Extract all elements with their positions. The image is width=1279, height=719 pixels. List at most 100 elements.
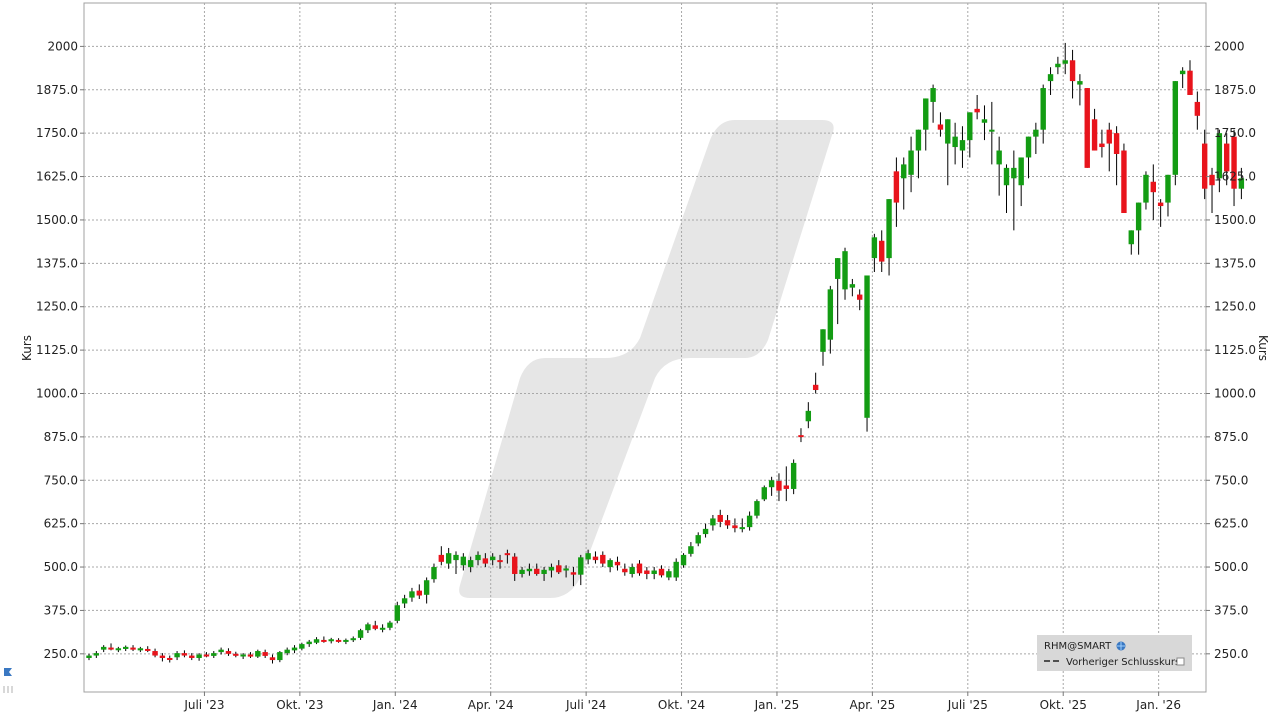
candle-body — [658, 568, 665, 576]
candle — [1238, 167, 1245, 200]
candle-body — [1018, 157, 1024, 186]
candle-body — [981, 119, 988, 123]
candle-body — [159, 655, 166, 658]
candle-body — [798, 435, 804, 438]
candle-body — [1084, 88, 1090, 168]
candle-body — [240, 654, 246, 657]
candles — [86, 42, 1245, 664]
candle — [849, 278, 856, 297]
candle-body — [629, 567, 635, 574]
y-tick-label-right: 1625.0 — [1214, 170, 1256, 184]
candle-body — [967, 112, 973, 141]
candle-body — [1121, 150, 1127, 213]
candle-body — [915, 129, 922, 151]
candle — [534, 563, 540, 576]
x-tick-label: Okt. '23 — [276, 698, 323, 712]
candle-body — [490, 556, 496, 561]
candle-body — [512, 556, 518, 574]
candle-body — [673, 561, 679, 578]
candle-body — [937, 124, 944, 130]
candle-body — [1003, 167, 1010, 186]
candle-body — [438, 554, 445, 562]
candle-body — [167, 657, 173, 660]
x-tick-label: Juli '25 — [947, 698, 988, 712]
candle — [1040, 84, 1046, 144]
candle — [1091, 108, 1098, 151]
x-tick-label: Okt. '25 — [1040, 698, 1087, 712]
candle-body — [688, 546, 694, 554]
candle — [401, 594, 408, 609]
candle — [842, 247, 848, 300]
candle-body — [350, 638, 356, 641]
candle — [585, 549, 591, 565]
candle — [482, 553, 489, 568]
candle — [512, 553, 518, 581]
candle-body — [739, 527, 745, 530]
candle — [1084, 88, 1090, 168]
candle — [394, 601, 400, 624]
candle — [1194, 91, 1201, 130]
candle — [644, 567, 650, 580]
candle — [746, 511, 753, 531]
bottom-left-tool-icon[interactable] — [3, 668, 13, 693]
candle — [952, 122, 958, 165]
candle-body — [636, 563, 643, 574]
checkbox-icon[interactable] — [1176, 657, 1185, 666]
y-tick-label-left: 500.0 — [44, 560, 78, 574]
candle — [996, 136, 1002, 196]
candle-body — [827, 289, 834, 340]
candle — [974, 94, 980, 120]
candle-body — [379, 627, 386, 630]
candle — [989, 101, 995, 165]
candle-body — [1150, 181, 1156, 193]
candle — [541, 567, 547, 581]
candle — [387, 620, 393, 631]
candle — [614, 556, 621, 571]
candle-body — [945, 119, 951, 144]
globe-icon[interactable] — [1116, 641, 1126, 651]
candle-body — [1033, 129, 1039, 137]
candle-body — [959, 140, 966, 151]
candle-body — [108, 647, 114, 650]
candle-body — [409, 591, 415, 598]
candle — [937, 112, 944, 137]
x-tick-label: Okt. '24 — [658, 698, 705, 712]
candle-body — [644, 570, 650, 574]
candle-body — [783, 485, 789, 489]
candle-body — [431, 567, 437, 580]
candle — [592, 551, 599, 564]
candle — [1128, 230, 1134, 255]
candle-body — [908, 150, 914, 175]
candle — [768, 476, 775, 496]
candle-body — [1025, 136, 1032, 158]
candle — [145, 646, 151, 653]
y-tick-label-right: 1125.0 — [1214, 343, 1256, 357]
candle-body — [666, 571, 672, 578]
legend-box: RHM@SMART Vorheriger Schlusskurs — [1037, 635, 1192, 671]
candle-body — [1055, 63, 1061, 68]
candle-body — [262, 652, 268, 656]
candle — [1121, 143, 1127, 213]
candle — [519, 567, 525, 578]
candle — [879, 230, 885, 273]
candle — [1099, 129, 1105, 158]
candle-body — [1172, 81, 1179, 175]
candle — [291, 645, 298, 654]
candle — [915, 129, 922, 179]
candle-body — [857, 294, 863, 300]
candle-body — [1106, 129, 1112, 144]
candle — [1033, 122, 1039, 154]
candle-body — [247, 654, 254, 657]
candle — [211, 651, 217, 658]
candle-body — [556, 565, 562, 573]
candle — [1003, 164, 1010, 213]
x-tick-label: Apr. '24 — [468, 698, 514, 712]
candle — [570, 567, 577, 587]
candle-body — [504, 553, 511, 556]
candle — [871, 233, 878, 273]
y-tick-label-left: 750.0 — [44, 473, 78, 487]
candle — [159, 653, 166, 662]
candle-body — [680, 554, 687, 566]
y-tick-label-left: 1375.0 — [36, 256, 78, 270]
